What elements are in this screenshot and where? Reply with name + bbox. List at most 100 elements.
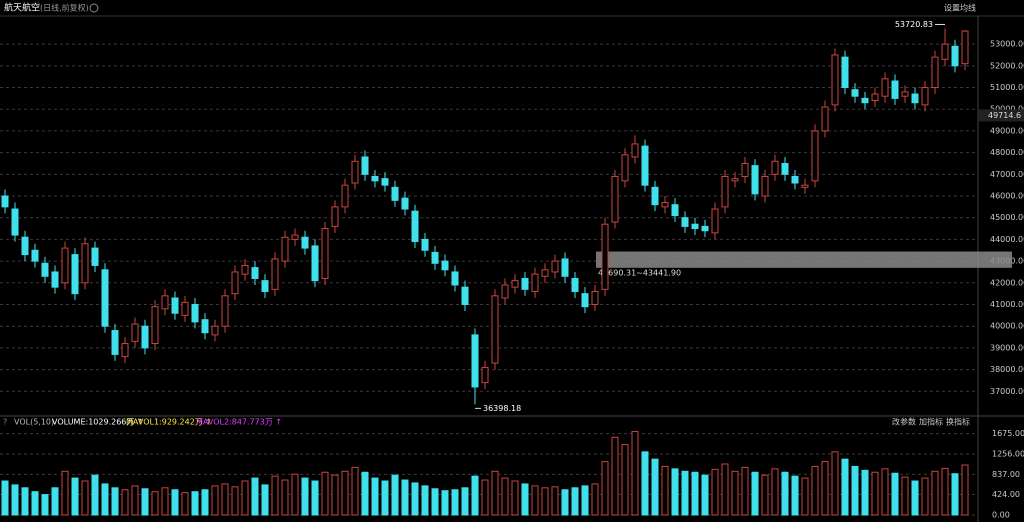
candle-body — [421, 238, 429, 251]
volume-bar — [331, 474, 339, 516]
candle-body — [931, 56, 939, 89]
volume-bar — [151, 491, 159, 516]
ma-settings[interactable]: 设置均线 — [944, 3, 976, 13]
y-tick-label: 42000.00 — [990, 278, 1024, 287]
volume-bar — [721, 463, 729, 516]
candle-body — [901, 91, 909, 97]
volume-bar — [691, 471, 699, 516]
y-tick-label: 41000.00 — [990, 300, 1024, 309]
candle-body — [461, 286, 469, 306]
candle-body — [111, 330, 119, 355]
volume-bar — [411, 482, 419, 516]
volume-bar — [501, 477, 509, 516]
indicator-button[interactable]: 改参数 — [892, 417, 916, 427]
volume-bar — [371, 477, 379, 516]
max-label: 53720.83 — [895, 20, 933, 29]
volume-bar — [31, 491, 39, 516]
volume-bar — [231, 486, 239, 516]
candle-body — [401, 197, 409, 210]
volume-bar — [601, 461, 609, 516]
volume-bar — [201, 489, 209, 516]
y-tick-label: 51000.00 — [990, 83, 1024, 92]
volume-bar — [781, 471, 789, 516]
candle-body — [131, 323, 139, 342]
volume-bar — [451, 489, 459, 516]
volume-bar — [841, 458, 849, 516]
candle-body — [341, 184, 349, 208]
candle-body — [711, 208, 719, 234]
candle-body — [21, 236, 29, 256]
candle-body — [151, 306, 159, 345]
volume-bar — [171, 489, 179, 516]
candle-body — [411, 210, 419, 243]
y-tick-label: 38000.00 — [990, 365, 1024, 374]
volume-bar — [131, 485, 139, 516]
candle-body — [721, 175, 729, 208]
candle-body — [371, 175, 379, 182]
y-tick-label: 44000.00 — [990, 235, 1024, 244]
volume-bar — [921, 477, 929, 516]
volume-bar — [251, 477, 259, 516]
candle-body — [101, 269, 109, 327]
min-label: 36398.18 — [483, 404, 521, 413]
volume-bar — [341, 470, 349, 516]
candle-body — [591, 290, 599, 306]
volume-bar — [671, 468, 679, 516]
help-icon[interactable]: ? — [3, 418, 7, 427]
candle-body — [761, 175, 769, 197]
candle-body — [71, 254, 79, 295]
volume-bar — [391, 474, 399, 516]
price-band — [596, 251, 1012, 268]
candle-body — [821, 106, 829, 132]
candle-body — [921, 87, 929, 106]
volume-bar — [511, 480, 519, 516]
volume-bar — [591, 483, 599, 516]
indicator-button[interactable]: 加指标 — [919, 417, 943, 427]
volume-bar — [751, 471, 759, 516]
y-tick-label: 48000.00 — [990, 148, 1024, 157]
volume-bar — [661, 465, 669, 516]
candle-body — [171, 297, 179, 314]
indicator-button[interactable]: 换指标 — [946, 417, 970, 427]
volume-bar — [851, 465, 859, 516]
volume-bar — [621, 444, 629, 516]
candle-body — [651, 186, 659, 206]
candle-body — [561, 258, 569, 277]
volume-bar — [481, 479, 489, 516]
candle-body — [951, 45, 959, 67]
candle-body — [141, 325, 149, 349]
candle-body — [891, 80, 899, 99]
candle-body — [481, 366, 489, 384]
candle-body — [671, 204, 679, 217]
y-tick-label: 837.00 — [992, 470, 1020, 479]
y-tick-label: 424.00 — [992, 490, 1020, 499]
candle-body — [681, 217, 689, 227]
volume-bar — [71, 477, 79, 516]
candle-body — [811, 130, 819, 182]
volume-legend: MAVOL2:847.773万 ↑ — [196, 418, 282, 427]
volume-bar — [631, 430, 639, 516]
candle-body — [121, 343, 129, 358]
candle-body — [621, 154, 629, 182]
volume-bar — [531, 485, 539, 516]
candle-body — [441, 260, 449, 271]
candle-body — [871, 93, 879, 102]
volume-bar — [191, 491, 199, 516]
volume-bar — [91, 474, 99, 516]
y-tick-label: 0.00 — [992, 511, 1010, 520]
candle-body — [51, 271, 59, 288]
candle-body — [431, 251, 439, 264]
candle-body — [571, 277, 579, 292]
candle-body — [31, 249, 39, 262]
settings-icon[interactable] — [89, 3, 99, 13]
volume-bar — [321, 471, 329, 516]
y-tick-label: 1675.00 — [992, 429, 1024, 438]
volume-bar — [491, 470, 499, 516]
volume-bar — [101, 483, 109, 516]
volume-bar — [901, 476, 909, 516]
volume-bar — [861, 469, 869, 516]
last-price-label: 49714.6 — [988, 111, 1021, 120]
candle-body — [491, 295, 499, 364]
volume-bar — [181, 492, 189, 516]
